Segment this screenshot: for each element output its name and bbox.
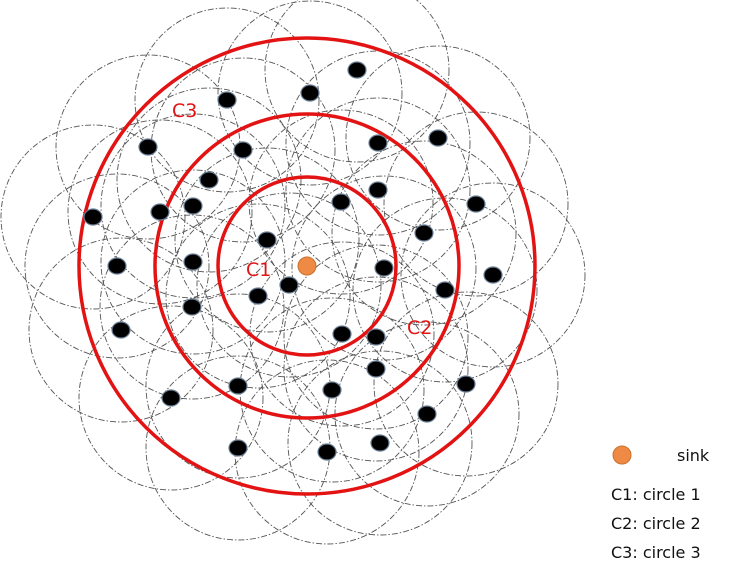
- range-circle: [99, 214, 285, 400]
- range-circle: [67, 119, 253, 305]
- range-circle: [217, 0, 403, 186]
- range-circle: [373, 291, 559, 477]
- legend-circle-3: C3: circle 3: [611, 543, 701, 562]
- hop-rings: [77, 36, 537, 496]
- sensor-node-icon: [322, 381, 342, 399]
- sensor-node-icon: [83, 208, 103, 226]
- ring-c1: [216, 175, 398, 357]
- label-c3: C3: [172, 100, 197, 122]
- range-circle: [174, 147, 360, 333]
- node-number-label: 1: [254, 291, 263, 307]
- sensor-nodes: [83, 61, 503, 461]
- sensor-node-icon: [483, 266, 503, 284]
- label-c1: C1: [246, 259, 271, 281]
- ring-c3: [77, 36, 537, 496]
- sensor-node-icon: [435, 281, 455, 299]
- sensor-node-icon: [107, 257, 127, 275]
- range-circle: [28, 237, 214, 423]
- legend: sink C1: circle 1 C2: circle 2 C3: circl…: [611, 445, 710, 562]
- sensor-node-icon: [217, 91, 237, 109]
- sensor-node-icon: [332, 325, 352, 343]
- sensor-node-icon: [183, 197, 203, 215]
- legend-circle-1: C1: circle 1: [611, 485, 701, 504]
- sensor-node-icon: [233, 141, 253, 159]
- range-circle: [291, 175, 477, 361]
- sensor-node-icon: [161, 389, 181, 407]
- range-circle: [196, 192, 382, 378]
- sensor-node-icon: [368, 181, 388, 199]
- sensor-node-icon: [248, 287, 268, 305]
- sensor-node-icon: [257, 231, 277, 249]
- range-circle: [345, 45, 531, 231]
- range-circle: [283, 276, 469, 462]
- sensor-node-icon: [331, 193, 351, 211]
- range-circle: [400, 182, 586, 368]
- range-circle: [24, 173, 210, 359]
- range-circle: [78, 305, 264, 491]
- sensor-node-icon: [374, 259, 394, 277]
- range-circle: [383, 111, 569, 297]
- sensor-node-icon: [366, 360, 386, 378]
- ring-c2: [153, 112, 461, 420]
- sensor-node-icon: [414, 224, 434, 242]
- sensor-node-icon: [370, 434, 390, 452]
- range-circle: [134, 7, 320, 193]
- sensor-node-icon: [150, 203, 170, 221]
- range-circle: [0, 124, 186, 310]
- sensor-node-icon: [228, 377, 248, 395]
- sensor-node-icon: [138, 138, 158, 156]
- sensor-node-icon: [279, 276, 299, 294]
- legend-circle-2: C2: circle 2: [611, 514, 701, 533]
- range-circle: [331, 140, 517, 326]
- sensor-node-icon: [182, 298, 202, 316]
- range-circle: [264, 0, 450, 163]
- sensor-node-icon: [199, 171, 219, 189]
- sensor-node-icon: [428, 129, 448, 147]
- range-circle: [165, 203, 351, 389]
- sensor-node-icon: [417, 405, 437, 423]
- sensor-node-icon: [466, 195, 486, 213]
- range-circle: [285, 97, 471, 283]
- range-circle: [283, 244, 469, 430]
- sensor-node-icon: [347, 61, 367, 79]
- range-circle: [116, 87, 302, 273]
- range-circle: [100, 113, 286, 299]
- range-circle: [285, 50, 471, 236]
- sink-icon: [612, 445, 632, 465]
- sensor-node-icon: [183, 253, 203, 271]
- legend-sink-label: sink: [677, 446, 710, 465]
- sensor-node-icon: [456, 375, 476, 393]
- sensor-node-icon: [368, 134, 388, 152]
- range-circle: [287, 350, 473, 536]
- sensor-node-icon: [228, 439, 248, 457]
- sink-node: [297, 256, 317, 276]
- sensor-node-icon: [317, 443, 337, 461]
- range-circle: [352, 197, 538, 383]
- sensor-node-icon: [111, 321, 131, 339]
- label-c2: C2: [407, 317, 432, 339]
- sensor-node-icon: [300, 84, 320, 102]
- sensor-node-icon: [366, 328, 386, 346]
